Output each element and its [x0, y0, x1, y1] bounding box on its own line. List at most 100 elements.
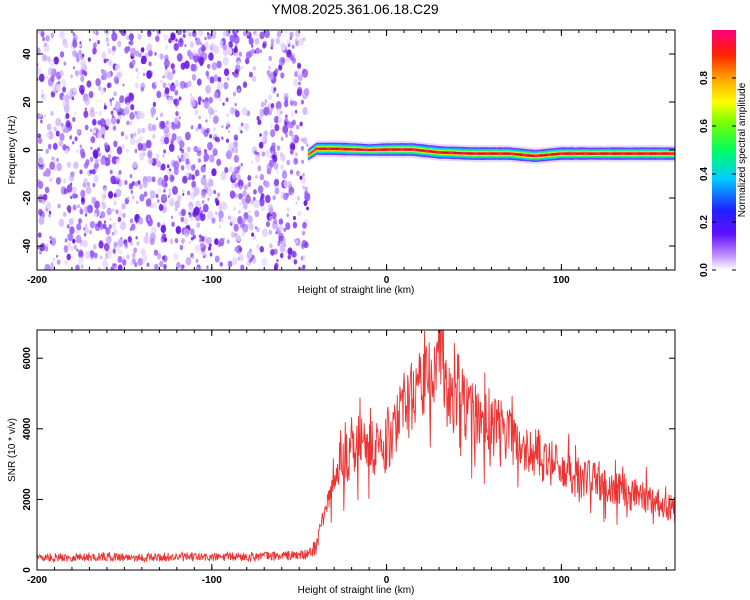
spectrogram-noise-blob — [92, 30, 96, 35]
spectrogram-band-peak — [657, 152, 662, 156]
spectrogram-noise-blob — [243, 31, 247, 37]
spectrogram-noise-blob — [150, 124, 153, 128]
spectrogram-noise-blob — [242, 223, 245, 227]
spectrogram-noise-blob — [302, 68, 309, 78]
spectrogram-noise-blob — [201, 200, 205, 204]
spectrogram-noise-blob — [45, 75, 48, 79]
spectrogram-noise-blob — [178, 157, 182, 163]
spectrogram-band-peak — [559, 152, 564, 156]
spectrogram-noise-blob — [168, 37, 172, 44]
spectrogram-noise-blob — [46, 123, 52, 131]
spectrogram-noise-blob — [139, 193, 145, 202]
spectrogram-noise-blob — [83, 110, 89, 118]
spectrogram-x-tick-label: 100 — [553, 275, 570, 286]
snr-x-tick-label: 0 — [384, 575, 390, 586]
spectrogram-noise-blob — [273, 162, 279, 170]
spectrogram-noise-blob — [268, 106, 273, 113]
spectrogram-noise-blob — [94, 158, 99, 165]
spectrogram-noise-blob — [284, 249, 288, 254]
spectrogram-noise-blob — [132, 114, 135, 119]
spectrogram-noise-blob — [108, 224, 112, 229]
spectrogram-noise-blob — [292, 215, 296, 221]
spectrogram-band-peak — [534, 154, 540, 158]
spectrogram-noise-blob — [224, 77, 227, 82]
spectrogram-noise-blob — [200, 176, 207, 186]
spectrogram-noise-blob — [66, 161, 72, 168]
spectrogram-noise-blob — [70, 246, 74, 251]
spectrogram-noise-blob — [182, 189, 185, 194]
spectrogram-noise-blob — [124, 180, 128, 185]
spectrogram-noise-blob — [130, 104, 135, 111]
spectrogram-noise-blob — [156, 117, 159, 121]
spectrogram-noise-blob — [105, 227, 111, 235]
spectrogram-noise-blob — [188, 32, 192, 37]
spectrogram-noise-blob — [72, 140, 75, 145]
spectrogram-noise-blob — [93, 252, 98, 259]
spectrogram-noise-blob — [283, 92, 289, 101]
spectrogram-noise-blob — [179, 140, 185, 149]
spectrogram-noise-blob — [83, 226, 89, 235]
spectrogram-noise-blob — [259, 115, 263, 120]
spectrogram-noise-blob — [102, 259, 109, 270]
spectrogram-noise-blob — [276, 30, 282, 38]
spectrogram-noise-blob — [138, 183, 143, 190]
spectrogram-noise-blob — [197, 96, 202, 103]
spectrogram-noise-blob — [264, 102, 267, 107]
spectrogram-noise-blob — [204, 182, 211, 191]
spectrogram-noise-blob — [195, 37, 201, 46]
spectrogram-noise-blob — [287, 38, 292, 45]
spectrogram-noise-blob — [177, 38, 184, 48]
spectrogram-noise-blob — [191, 30, 197, 38]
spectrogram-noise-blob — [103, 187, 108, 194]
spectrogram-noise-blob — [259, 133, 262, 137]
spectrogram-band-peak — [669, 152, 674, 156]
spectrogram-noise-blob — [59, 30, 65, 40]
snr-line-series — [37, 330, 675, 564]
spectrogram-noise-blob — [160, 163, 166, 171]
spectrogram-noise-blob — [202, 203, 209, 213]
spectrogram-noise-blob — [175, 225, 182, 235]
spectrogram-noise-blob — [152, 101, 157, 107]
spectrogram-noise-blob — [185, 158, 190, 165]
spectrogram-noise-blob — [106, 42, 110, 47]
spectrogram-noise-blob — [48, 213, 51, 218]
figure-title: YM08.2025.361.06.18.C29 — [271, 1, 439, 17]
spectrogram-noise-blob — [174, 237, 179, 244]
spectrogram-noise-blob — [156, 160, 162, 168]
spectrogram-noise-blob — [106, 58, 109, 62]
spectrogram-noise-blob — [301, 230, 306, 236]
spectrogram-noise-blob — [295, 239, 299, 244]
spectrogram-noise-blob — [148, 61, 152, 67]
spectrogram-noise-blob — [190, 164, 196, 171]
spectrogram-noise-blob — [76, 248, 79, 252]
spectrogram-noise-blob — [150, 106, 157, 116]
spectrogram-noise-blob — [240, 264, 245, 270]
spectrogram-noise-blob — [224, 167, 229, 174]
spectrogram-noise-blob — [133, 132, 137, 137]
spectrogram-noise-blob — [193, 206, 200, 216]
spectrogram-noise-blob — [270, 124, 273, 128]
spectrogram-noise-blob — [213, 127, 216, 131]
spectrogram-noise-blob — [286, 213, 290, 218]
spectrogram-noise-blob — [93, 174, 99, 183]
spectrogram-noise-blob — [93, 244, 97, 250]
spectrogram-noise-blob — [151, 226, 157, 235]
spectrogram-noise-blob — [130, 261, 133, 266]
spectrogram-noise-blob — [52, 142, 58, 151]
spectrogram-noise-blob — [298, 37, 304, 47]
spectrogram-noise-blob — [77, 85, 80, 89]
spectrogram-noise-blob — [285, 133, 289, 138]
spectrogram-noise-blob — [281, 57, 286, 64]
spectrogram-noise-blob — [131, 258, 136, 265]
spectrogram-noise-blob — [280, 136, 284, 141]
spectrogram-band-peak — [400, 148, 405, 151]
spectrogram-noise-blob — [171, 82, 174, 86]
spectrogram-noise-blob — [52, 257, 56, 262]
spectrogram-noise-blob — [265, 181, 270, 188]
spectrogram-noise-blob — [160, 120, 166, 129]
spectrogram-noise-blob — [79, 41, 82, 45]
spectrogram-noise-blob — [145, 198, 152, 207]
spectrogram-noise-blob — [231, 172, 237, 180]
spectrogram-noise-blob — [202, 99, 205, 103]
spectrogram-x-axis-label: Height of straight line (km) — [298, 285, 415, 296]
